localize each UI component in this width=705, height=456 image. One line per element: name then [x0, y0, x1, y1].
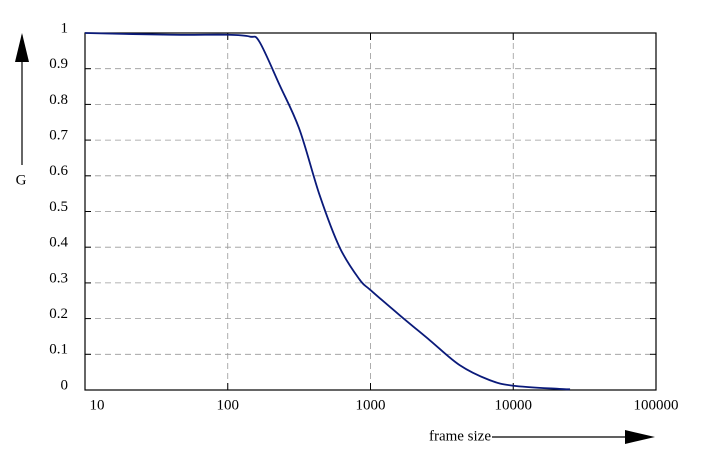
y-tick-label: 0.8: [49, 92, 68, 108]
y-tick-label: 0.1: [49, 342, 68, 358]
x-tick-label: 10: [90, 397, 105, 413]
data-line: [84, 32, 571, 391]
x-tick-label: 100: [217, 397, 240, 413]
y-tick-label: 0.6: [49, 163, 68, 179]
y-tick-label: 1: [61, 20, 69, 36]
y-axis-arrowhead: [15, 33, 29, 62]
y-tick-label: 0.4: [49, 235, 68, 251]
plot-frame: [84, 32, 657, 391]
x-axis-arrowhead: [625, 430, 655, 444]
x-tick-label: 10000: [495, 397, 533, 413]
y-tick-label: 0.7: [49, 128, 68, 144]
x-tick-label: 1000: [356, 397, 386, 413]
y-tick-label: 0.5: [49, 199, 68, 215]
y-axis-label: G: [16, 172, 27, 188]
y-tick-label: 0: [61, 377, 69, 393]
x-axis-label: frame size: [429, 428, 491, 444]
y-tick-label: 0.3: [49, 270, 68, 286]
x-tick-label: 100000: [634, 397, 679, 413]
y-tick-label: 0.2: [49, 306, 68, 322]
y-tick-label: 0.9: [49, 56, 68, 72]
